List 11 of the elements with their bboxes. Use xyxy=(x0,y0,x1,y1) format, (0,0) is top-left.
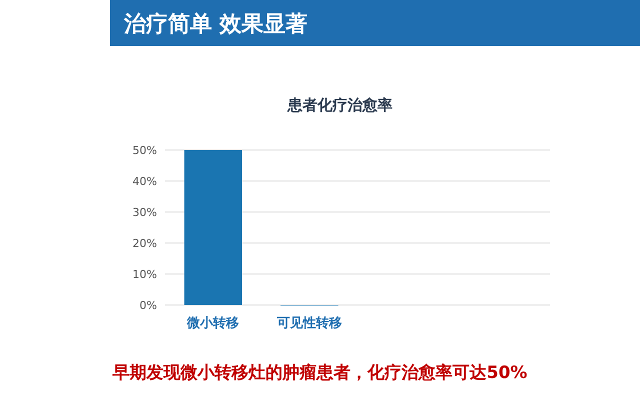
text: 早期发现微小转移灶的肿瘤患者，化疗治愈率可达50% xyxy=(112,363,528,383)
y-tick-label: 20% xyxy=(132,237,157,250)
x-tick-label: 微小转移 xyxy=(186,316,240,331)
y-tick-label: 0% xyxy=(140,299,157,312)
x-tick-label: 可见性转移 xyxy=(276,316,342,331)
y-tick-label: 10% xyxy=(132,268,157,281)
y-tick-label: 30% xyxy=(132,206,157,219)
chart-title: 患者化疗治愈率 xyxy=(286,96,392,114)
y-tick-label: 50% xyxy=(132,144,157,157)
y-tick-label: 40% xyxy=(132,175,157,188)
text: 治疗简单 效果显著 xyxy=(123,12,308,37)
